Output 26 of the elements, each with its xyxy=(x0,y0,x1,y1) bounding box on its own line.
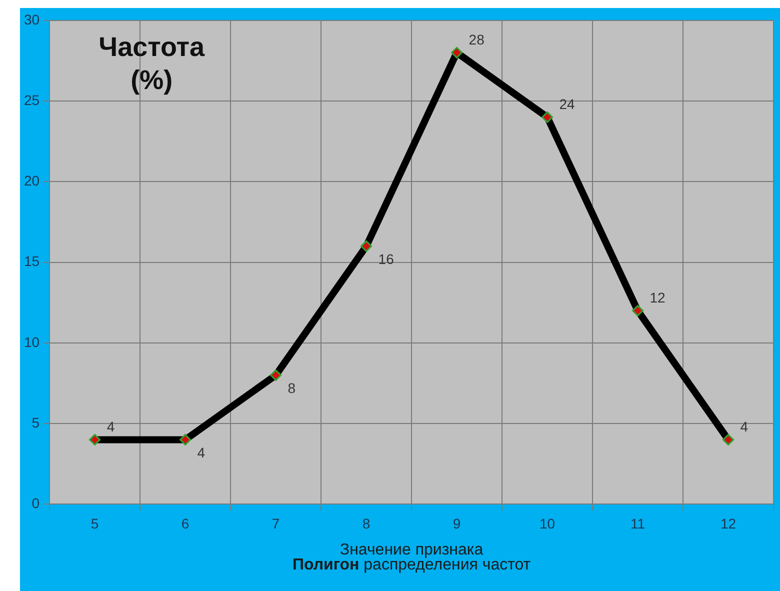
x-tick-label: 5 xyxy=(90,515,99,532)
x-tick-label: 10 xyxy=(539,515,556,532)
data-label: 16 xyxy=(378,251,394,268)
x-tick-label: 8 xyxy=(362,515,370,532)
y-tick-label: 5 xyxy=(32,414,40,430)
data-label: 28 xyxy=(468,32,485,48)
y-tick-label: 15 xyxy=(24,253,40,270)
text: Полигон распределения частот xyxy=(292,556,532,574)
x-tick-label: 7 xyxy=(272,515,280,532)
y-tick-label: 10 xyxy=(24,334,40,350)
y-axis-title: Частота (%) xyxy=(98,32,206,95)
x-axis-title: Значение признака xyxy=(340,542,484,559)
x-tick-label: 12 xyxy=(720,515,736,532)
data-label: 4 xyxy=(106,418,115,435)
data-label: 8 xyxy=(288,380,296,396)
data-label: 12 xyxy=(650,290,666,306)
y-tick-label: 30 xyxy=(24,11,40,28)
x-tick-label: 9 xyxy=(452,515,461,532)
y-tick-label: 0 xyxy=(32,495,40,512)
x-tick-label: 11 xyxy=(630,515,646,532)
y-tick-label: 25 xyxy=(24,92,40,108)
data-label: 24 xyxy=(559,96,576,112)
y-tick-label: 20 xyxy=(24,172,40,189)
data-label: 4 xyxy=(740,418,748,435)
data-label: 4 xyxy=(197,444,206,461)
x-tick-label: 6 xyxy=(181,515,190,532)
